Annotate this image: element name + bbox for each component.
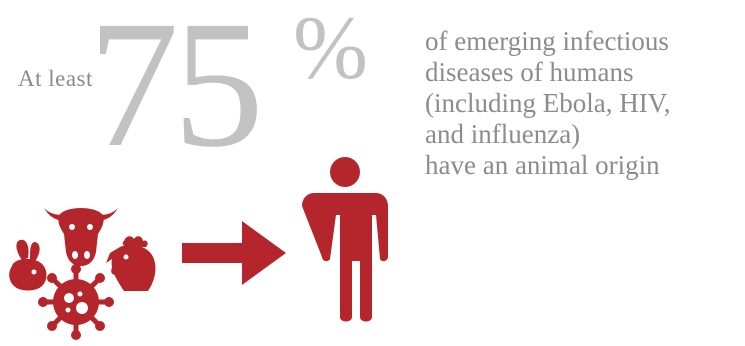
chicken-icon [106,236,156,291]
person-icon [302,157,388,322]
stat-description: of emerging infectious diseases of human… [425,26,741,181]
stat-prefix: At least [18,66,93,91]
description-line: of emerging infectious [425,26,669,56]
description-line: and influenza) [425,119,581,149]
description-line: have an animal origin [425,150,660,180]
description-line: (including Ebola, HIV, [425,88,671,118]
virus-icon [38,264,114,340]
cow-icon [44,208,118,266]
description-line: diseases of humans [425,57,634,87]
stat-number: 75 [88,0,264,185]
stat-percent-sign: % [293,0,368,98]
rabbit-icon [9,239,47,291]
arrow-right-icon [182,221,286,285]
